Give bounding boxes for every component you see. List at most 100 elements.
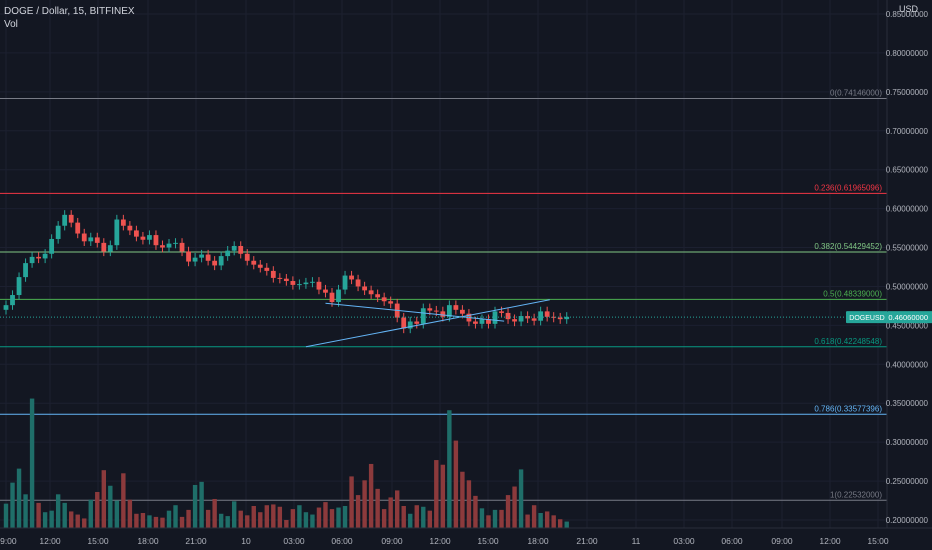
candle-body[interactable] — [381, 297, 387, 302]
candle-body[interactable] — [270, 270, 276, 278]
volume-bar — [3, 503, 9, 528]
candle-body[interactable] — [290, 281, 296, 285]
candle-body[interactable] — [499, 311, 504, 313]
candle-body[interactable] — [179, 242, 185, 252]
candle-body[interactable] — [160, 245, 165, 248]
candle-body[interactable] — [446, 305, 452, 317]
candle-body[interactable] — [531, 318, 537, 321]
candle-body[interactable] — [42, 253, 48, 259]
candle-body[interactable] — [336, 289, 341, 303]
y-tick-label: 0.75000000 — [886, 88, 929, 97]
candle-body[interactable] — [127, 225, 133, 231]
candle-body[interactable] — [388, 301, 394, 304]
candle-body[interactable] — [55, 225, 61, 239]
candle-body[interactable] — [551, 316, 557, 318]
candle-body[interactable] — [88, 237, 94, 242]
candle-body[interactable] — [10, 295, 15, 306]
candle-body[interactable] — [81, 233, 87, 242]
candle-body[interactable] — [120, 219, 126, 226]
candle-body[interactable] — [75, 222, 81, 234]
candle-body[interactable] — [101, 242, 107, 252]
candle-body[interactable] — [192, 257, 198, 262]
candle-body[interactable] — [283, 278, 289, 282]
candle-body[interactable] — [420, 308, 426, 324]
candle-body[interactable] — [368, 290, 374, 295]
candle-body[interactable] — [218, 256, 224, 266]
candle-body[interactable] — [277, 277, 283, 279]
candle-body[interactable] — [453, 305, 459, 310]
candle-body[interactable] — [349, 275, 354, 280]
x-tick-label: 11 — [632, 536, 641, 546]
candle-body[interactable] — [401, 317, 407, 329]
candle-body[interactable] — [29, 256, 35, 264]
symbol-tag[interactable] — [846, 311, 888, 324]
candle-body[interactable] — [94, 237, 100, 243]
candle-body[interactable] — [186, 251, 191, 262]
candle-body[interactable] — [303, 282, 309, 285]
candle-body[interactable] — [564, 316, 570, 320]
candle-body[interactable] — [68, 214, 74, 223]
candle-body[interactable] — [329, 292, 335, 303]
candle-body[interactable] — [518, 316, 524, 322]
candle-body[interactable] — [49, 238, 55, 254]
candle-body[interactable] — [231, 245, 237, 251]
y-tick-label: 0.25000000 — [886, 477, 929, 486]
candle-body[interactable] — [310, 281, 315, 283]
candle-body[interactable] — [134, 230, 139, 237]
candle-body[interactable] — [212, 260, 218, 266]
current-price-tag[interactable] — [888, 311, 932, 324]
trendline-triangle-upper[interactable] — [325, 302, 505, 322]
candle-body[interactable] — [114, 219, 120, 246]
candle-body[interactable] — [486, 319, 491, 324]
candle-body[interactable] — [316, 281, 322, 290]
candle-body[interactable] — [140, 236, 146, 240]
candle-body[interactable] — [375, 294, 381, 298]
candle-body[interactable] — [473, 321, 478, 324]
candle-body[interactable] — [297, 284, 302, 286]
candle-body[interactable] — [238, 245, 244, 254]
candle-body[interactable] — [505, 312, 511, 320]
candle-body[interactable] — [36, 256, 41, 259]
volume-bar — [284, 520, 289, 528]
candle-body[interactable] — [264, 267, 270, 271]
candle-body[interactable] — [427, 308, 433, 311]
candle-body[interactable] — [460, 309, 465, 314]
candle-body[interactable] — [407, 321, 413, 329]
candle-body[interactable] — [107, 245, 113, 252]
symbol-title[interactable]: DOGE / Dollar, 15, BITFINEX — [4, 6, 135, 17]
candle-body[interactable] — [225, 250, 231, 257]
candle-body[interactable] — [23, 263, 28, 278]
candle-body[interactable] — [479, 319, 485, 324]
volume-bar — [505, 495, 511, 528]
candle-body[interactable] — [147, 235, 152, 240]
candle-body[interactable] — [3, 305, 9, 310]
candle-body[interactable] — [173, 242, 178, 244]
candle-body[interactable] — [342, 275, 348, 290]
candle-body[interactable] — [525, 316, 530, 319]
candle-body[interactable] — [244, 253, 250, 261]
candle-body[interactable] — [538, 311, 544, 321]
candle-body[interactable] — [440, 311, 446, 317]
fib-label-0: 0(0.74146000) — [830, 88, 882, 97]
candle-body[interactable] — [153, 235, 159, 246]
candle-body[interactable] — [205, 254, 211, 261]
candle-body[interactable] — [512, 319, 517, 322]
candle-body[interactable] — [355, 279, 361, 287]
volume-label[interactable]: Vol — [4, 19, 18, 30]
candle-body[interactable] — [166, 243, 172, 248]
candle-body[interactable] — [62, 214, 68, 226]
trendline-triangle-lower[interactable] — [305, 299, 550, 348]
candle-body[interactable] — [16, 277, 22, 296]
candle-body[interactable] — [433, 310, 439, 312]
candle-body[interactable] — [362, 286, 367, 291]
candle-body[interactable] — [199, 254, 204, 258]
candle-body[interactable] — [257, 264, 263, 268]
candle-body[interactable] — [323, 289, 328, 293]
volume-bar — [258, 512, 263, 528]
candle-body[interactable] — [414, 321, 420, 324]
candle-body[interactable] — [544, 311, 550, 317]
candle-body[interactable] — [557, 317, 563, 320]
candle-body[interactable] — [251, 260, 257, 265]
